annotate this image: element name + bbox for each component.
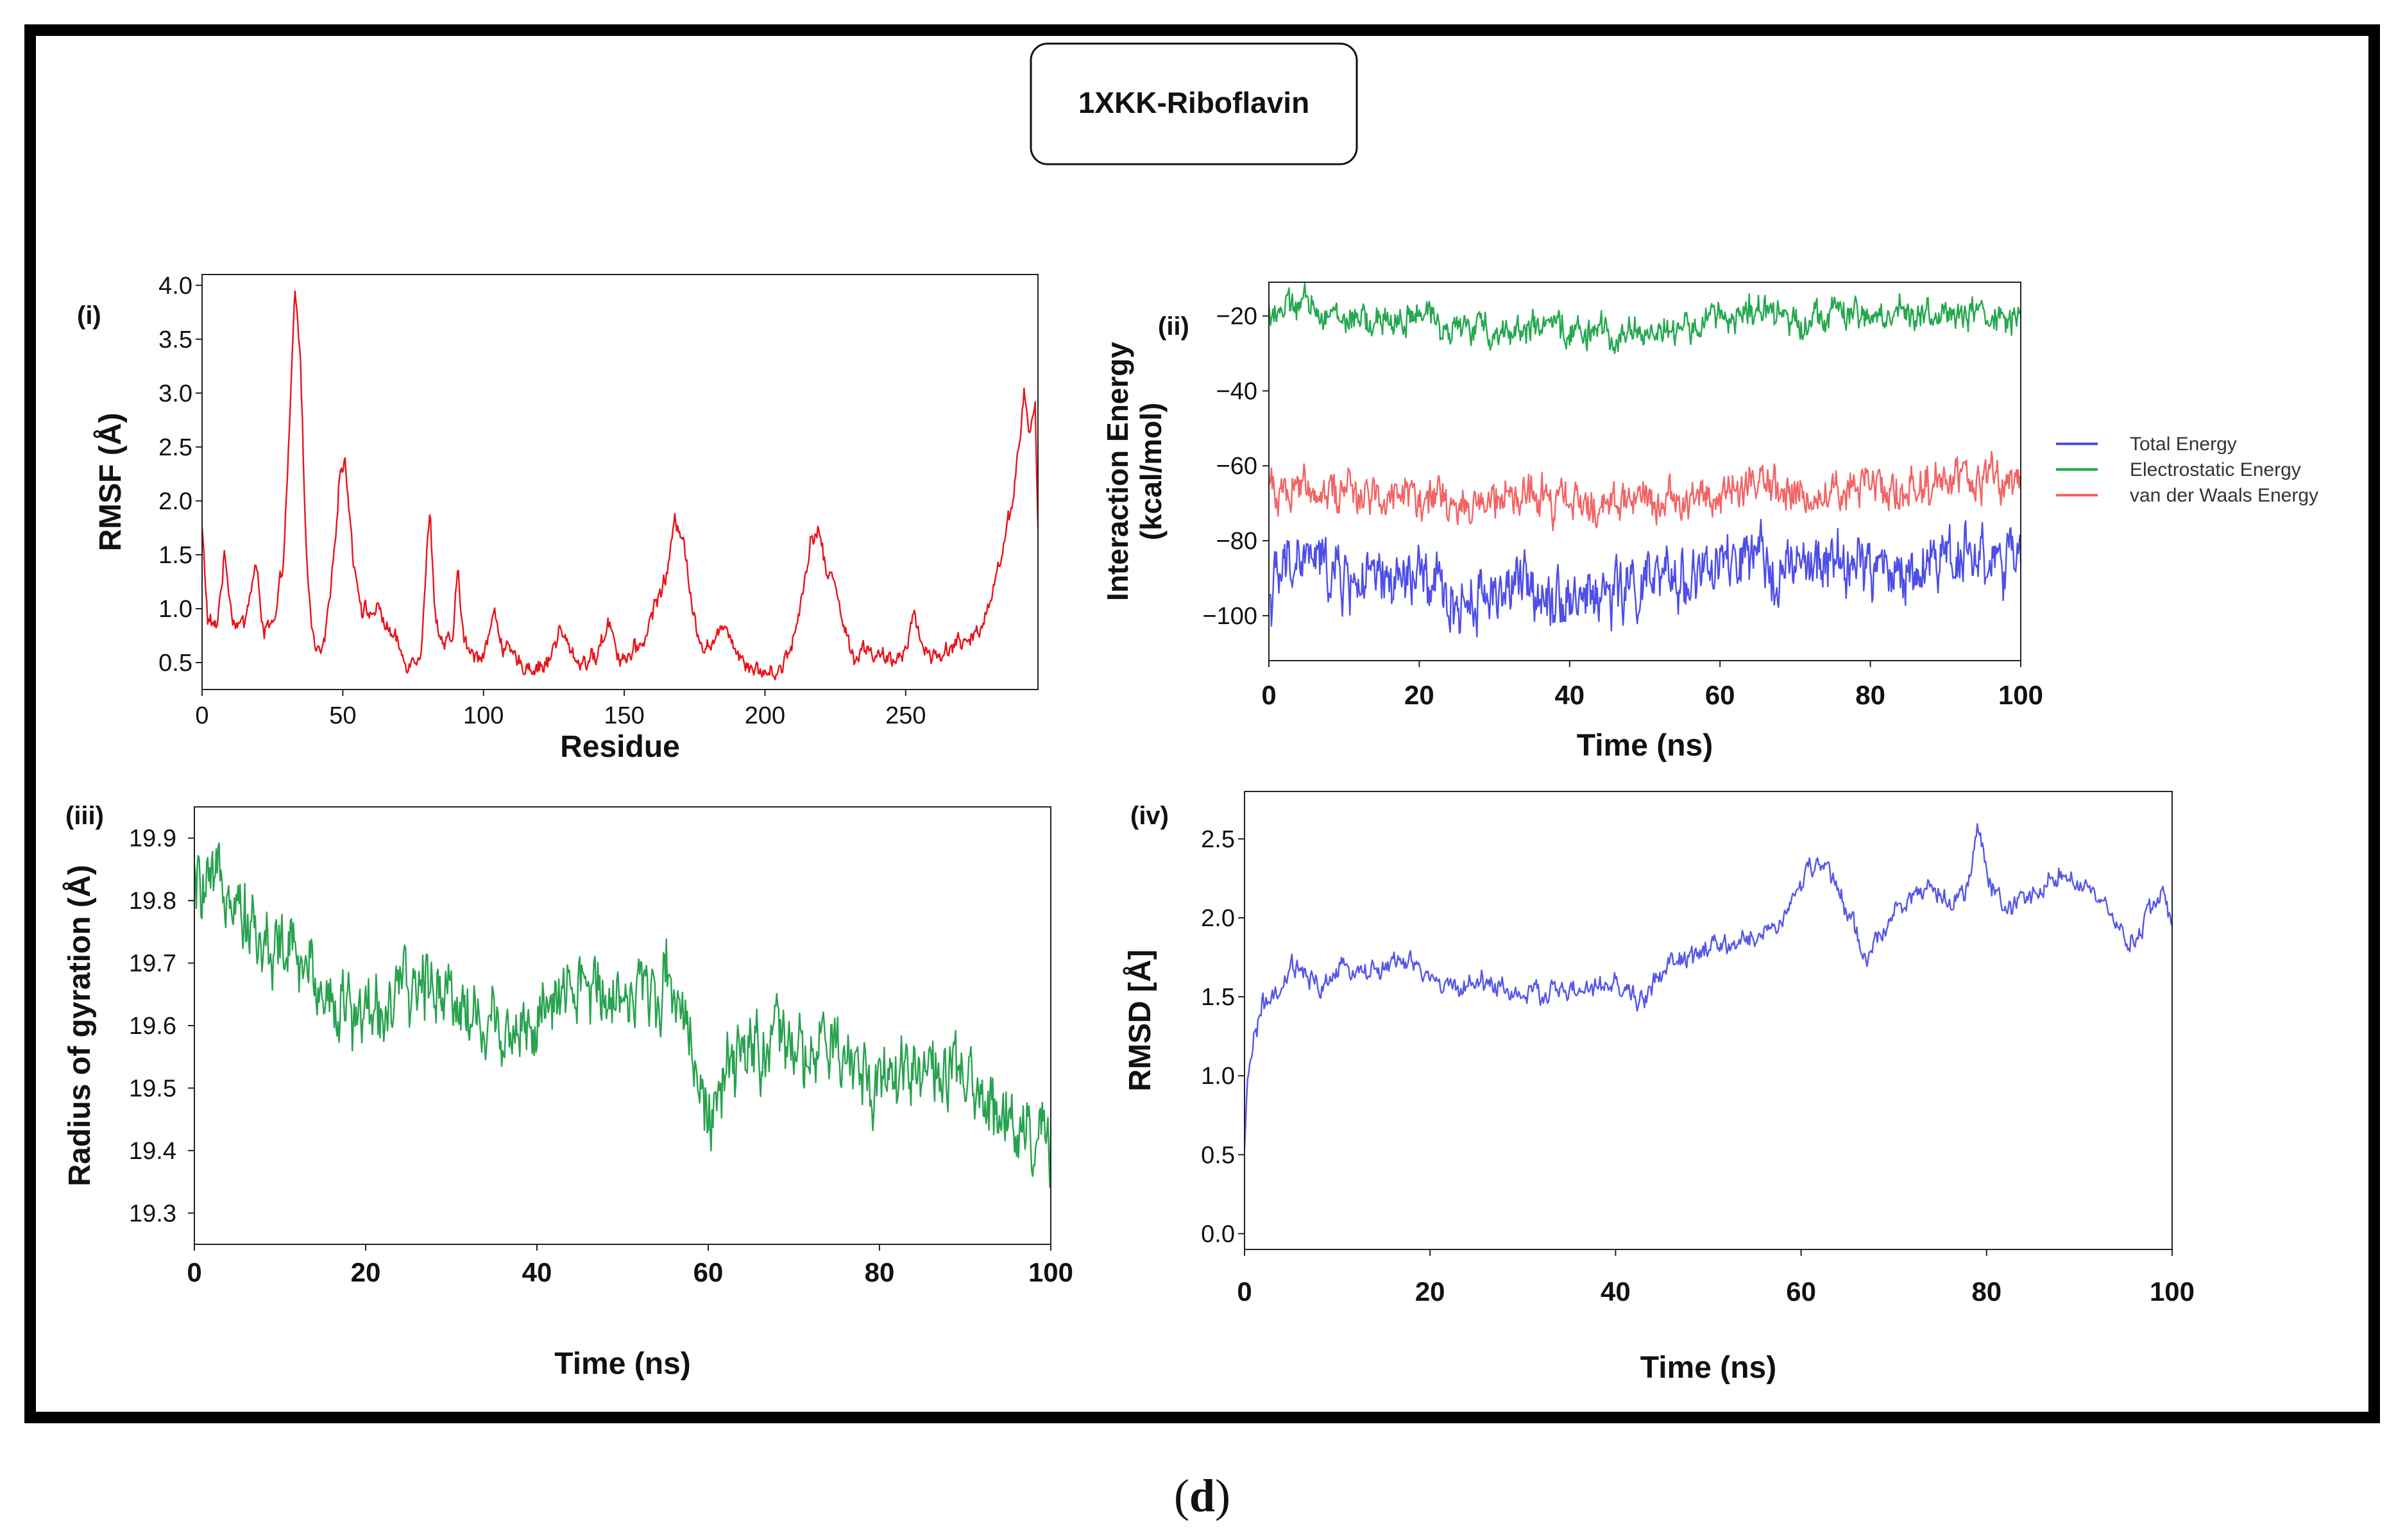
series-line-electrostatic-energy [1268,282,2022,355]
panel-ii: 0 20 40 60 80 100 −20 −40 −60 −80 −100 Time (ns) Int… [1101,282,2318,763]
y-tick-label: 1.5 [1201,984,1235,1011]
figure-title: 1XKK-Riboflavin [1078,86,1309,119]
figure-title-box: 1XKK-Riboflavin [1030,42,1358,165]
y-tick-label: 19.9 [129,825,176,852]
panel-i: 0 50 100 150 200 250 0.5 1.0 1.5 2.0 2.5 3.0 3.5 4.0 R… [77,273,1039,764]
x-tick-label: 60 [1786,1276,1816,1307]
x-axis-label: Time (ns) [554,1347,690,1381]
panels-group: 0 50 100 150 200 2500.51.01.52.02.53.03.54.0R… [62,273,2318,1385]
legend-label: Total Energy [2130,434,2237,455]
series-line-radius-of-gyration [193,842,1052,1189]
x-tick-label: 20 [1415,1276,1445,1307]
y-tick-label: 19.8 [129,888,176,915]
plot-frame-i [201,274,1039,690]
x-tick-label: 40 [1554,680,1585,710]
y-tick-label: 19.5 [129,1075,176,1102]
y-tick-label: 0.5 [1201,1142,1235,1169]
y-axis-label: RMSD [Å] [1123,949,1157,1091]
x-tick-label: 60 [1705,680,1735,710]
y-tick-label: 3.0 [158,380,192,407]
x-tick-label: 0 [1237,1276,1252,1307]
y-tick-label: 3.5 [158,326,192,353]
x-tick-label: 80 [1855,680,1885,710]
panel-label: (i) [77,301,101,330]
caption-letter: d [1189,1470,1215,1521]
x-tick-label: 150 [604,702,644,729]
series-line-rmsf [201,290,1039,681]
y-tick-label: 19.6 [129,1013,176,1040]
caption-open: ( [1174,1470,1189,1521]
x-tick-label: 50 [329,702,356,729]
series-line-total-energy [1268,518,2022,638]
panel-label: (iv) [1130,802,1169,830]
x-tick-label: 100 [1998,680,2043,710]
y-tick-label: 19.3 [129,1200,176,1227]
x-axis-label: Time (ns) [1640,1351,1776,1385]
y-tick-label: −100 [1202,603,1257,630]
figure-caption: (d) [1174,1470,1230,1521]
y-tick-label: 1.0 [158,596,192,623]
y-tick-label: −60 [1216,453,1257,480]
series-line-rmsd [1243,823,2173,1149]
x-tick-label: 100 [1028,1257,1073,1287]
y-axis-label: Radius of gyration (Å) [62,865,97,1186]
y-tick-label: −80 [1216,528,1257,555]
x-tick-label: 100 [2150,1276,2195,1307]
y-tick-label: 2.5 [1201,826,1235,853]
y-tick-label: −40 [1216,378,1257,405]
y-tick-label: 19.4 [129,1138,176,1165]
x-tick-label: 200 [745,702,785,729]
y-axis-label: Interaction Energy [1101,342,1134,601]
legend: Total Energy Electrostatic Energy van der … [2056,434,2318,506]
y-tick-label: 0.0 [1201,1221,1235,1248]
x-tick-label: 0 [187,1257,201,1287]
y-tick-label: 4.0 [158,273,192,300]
y-tick-label: 0.5 [158,650,192,677]
x-tick-label: 100 [463,702,504,729]
x-axis-label: Residue [560,730,680,764]
y-tick-label: 2.0 [158,488,192,515]
series-line-van-der-waals-energy [1268,450,2021,532]
y-tick-label: 2.5 [158,434,192,461]
y-tick-label: 1.0 [1201,1063,1235,1090]
figure-border [24,24,2380,1423]
plot-frame-iv [1244,791,2173,1250]
panel-label: (iii) [65,802,104,830]
x-tick-label: 20 [1404,680,1434,710]
y-axis-label: (kcal/mol) [1134,403,1168,541]
y-tick-label: 19.7 [129,951,176,977]
panel-iii: 0 20 40 60 80 100 19.3 19.4 19.5 19.6 19.7 19.8 19.9… [62,802,1073,1381]
x-tick-label: 80 [1971,1276,2001,1307]
caption-close: ) [1215,1470,1230,1521]
x-tick-label: 40 [522,1257,552,1287]
legend-label: Electrostatic Energy [2130,459,2301,480]
x-tick-label: 0 [1261,680,1276,710]
y-tick-label: −20 [1216,303,1257,330]
legend-label: van der Waals Energy [2130,485,2318,506]
plot-frame-ii [1268,282,2021,661]
y-tick-label: 2.0 [1201,905,1235,932]
x-tick-label: 0 [195,702,208,729]
x-axis-label: Time (ns) [1577,729,1713,763]
y-axis-label: RMSF (Å) [93,413,128,552]
x-tick-label: 20 [351,1257,381,1287]
x-tick-label: 60 [693,1257,724,1287]
x-tick-label: 40 [1601,1276,1631,1307]
panel-iv: 0 20 40 60 80 100 0.0 0.5 1.0 1.5 2.0 2.5 Time (ns) R… [1123,791,2195,1385]
x-tick-label: 80 [865,1257,895,1287]
y-tick-label: 1.5 [158,542,192,569]
panel-label: (ii) [1158,312,1189,341]
x-tick-label: 250 [885,702,926,729]
title-box-frame [1030,42,1358,165]
